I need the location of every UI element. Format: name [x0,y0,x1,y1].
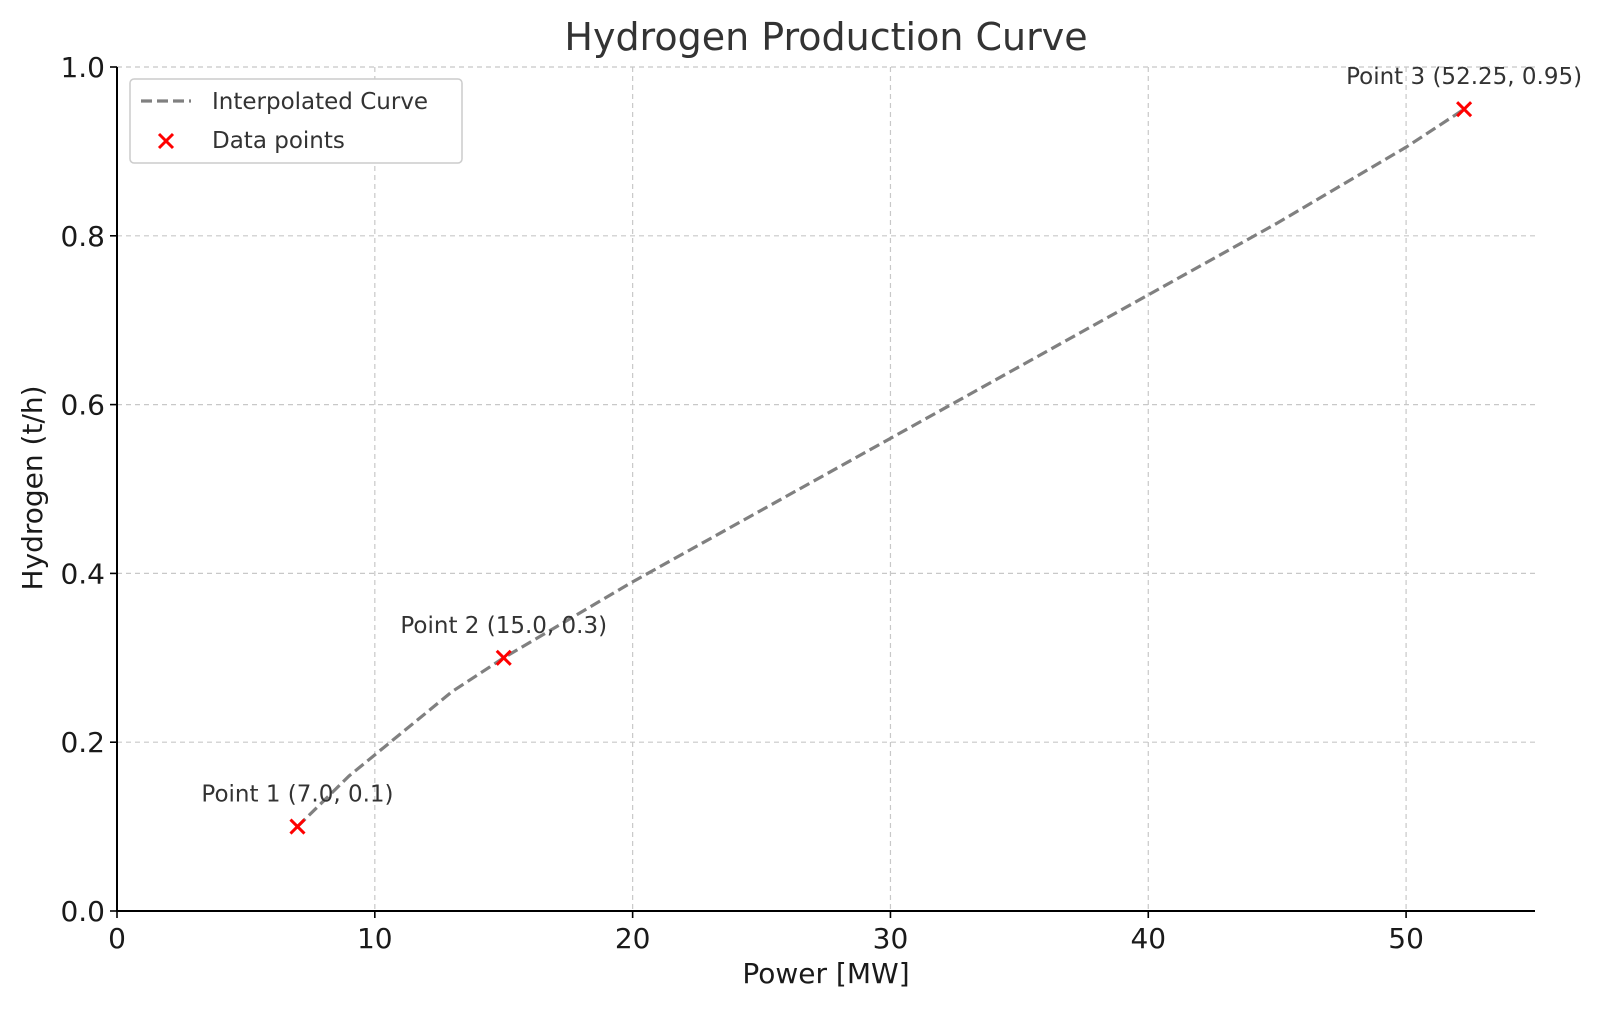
y-tick-label: 0.6 [60,389,105,422]
point-annotation: Point 1 (7.0, 0.1) [201,782,393,808]
x-tick-label: 10 [357,922,393,955]
y-tick-label: 0.2 [60,726,105,759]
data-point-marker [495,649,512,666]
y-tick-label: 0.0 [60,895,105,928]
series-layer [289,101,1473,835]
y-tick-label: 1.0 [60,51,105,84]
point-annotation: Point 3 (52.25, 0.95) [1346,64,1582,90]
y-axis-label: Hydrogen (t/h) [16,385,49,590]
data-point-marker [289,818,306,835]
x-axis-label: Power [MW] [742,957,909,990]
y-tick-label: 0.4 [60,557,105,590]
interpolated-curve-line [296,107,1465,828]
x-tick-label: 30 [873,922,909,955]
legend-label-interpolated-curve: Interpolated Curve [212,89,428,115]
legend: Interpolated Curve Data points [129,78,463,164]
axes [116,67,1535,912]
chart-title: Hydrogen Production Curve [564,15,1087,59]
point-annotation: Point 2 (15.0, 0.3) [400,613,607,639]
tick-labels: 0 10 20 30 40 50 0.0 0.2 0.4 0.6 0.8 1.0 [60,51,1423,955]
legend-x-marker-swatch [157,132,175,150]
x-tick-label: 50 [1388,922,1424,955]
x-tick-label: 0 [108,922,126,955]
x-tick-label: 40 [1130,922,1166,955]
legend-label-data-points: Data points [212,128,345,154]
x-tick-label: 20 [615,922,651,955]
data-point-marker [1456,101,1473,118]
y-tick-label: 0.8 [60,220,105,253]
legend-box [129,78,463,164]
grid-lines [117,66,1535,911]
annotations: Point 1 (7.0, 0.1) Point 2 (15.0, 0.3) Poi… [201,64,1582,807]
